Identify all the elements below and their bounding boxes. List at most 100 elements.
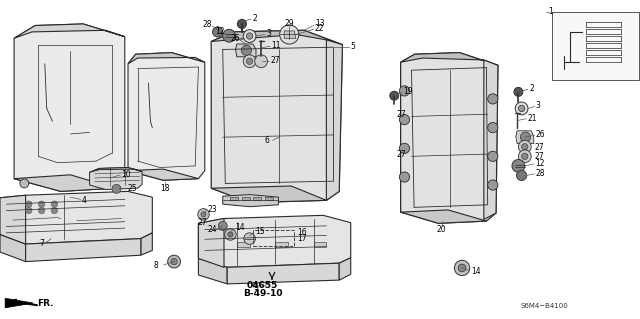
Polygon shape xyxy=(90,167,142,189)
Circle shape xyxy=(244,233,255,244)
Text: S6M4−B4100: S6M4−B4100 xyxy=(520,303,568,308)
Polygon shape xyxy=(90,167,142,172)
Polygon shape xyxy=(14,179,64,191)
Polygon shape xyxy=(211,30,342,203)
Circle shape xyxy=(38,201,45,207)
Polygon shape xyxy=(128,53,205,180)
Polygon shape xyxy=(339,258,351,280)
Text: 8: 8 xyxy=(154,261,158,270)
Polygon shape xyxy=(237,242,250,247)
Circle shape xyxy=(51,207,58,214)
Polygon shape xyxy=(0,195,26,244)
Circle shape xyxy=(399,143,410,153)
Text: 15: 15 xyxy=(255,227,264,236)
Polygon shape xyxy=(326,40,342,200)
Text: 04655: 04655 xyxy=(247,281,278,290)
Text: 12: 12 xyxy=(215,27,225,36)
Text: 2: 2 xyxy=(252,14,257,23)
Text: 25: 25 xyxy=(128,184,138,193)
Circle shape xyxy=(458,264,466,272)
Text: 21: 21 xyxy=(527,114,537,122)
Polygon shape xyxy=(401,53,498,223)
Text: 27: 27 xyxy=(396,150,406,159)
Text: B-49-10: B-49-10 xyxy=(243,289,282,298)
Polygon shape xyxy=(14,24,125,38)
Circle shape xyxy=(237,19,246,28)
Circle shape xyxy=(399,115,410,125)
Text: 27: 27 xyxy=(534,152,544,161)
Polygon shape xyxy=(314,242,326,247)
Circle shape xyxy=(26,201,32,207)
Polygon shape xyxy=(26,239,141,262)
Circle shape xyxy=(243,30,256,42)
Polygon shape xyxy=(128,53,205,64)
Text: 14: 14 xyxy=(236,223,245,232)
Text: 27: 27 xyxy=(534,143,544,152)
Bar xyxy=(253,230,294,246)
Text: FR.: FR. xyxy=(37,299,54,308)
Polygon shape xyxy=(5,298,33,308)
Text: 10: 10 xyxy=(122,170,131,179)
Circle shape xyxy=(38,207,45,214)
Circle shape xyxy=(522,144,528,150)
Circle shape xyxy=(520,132,531,142)
Text: 18: 18 xyxy=(160,184,170,193)
Polygon shape xyxy=(227,263,339,284)
Polygon shape xyxy=(223,195,278,207)
Circle shape xyxy=(390,91,399,100)
Circle shape xyxy=(212,27,223,37)
Text: 19: 19 xyxy=(403,87,413,96)
Text: 12: 12 xyxy=(535,159,545,168)
Text: 24: 24 xyxy=(208,225,218,234)
Circle shape xyxy=(171,258,177,265)
Text: 11: 11 xyxy=(271,41,281,50)
Polygon shape xyxy=(198,219,224,267)
Circle shape xyxy=(26,207,32,214)
Text: 6: 6 xyxy=(265,137,270,145)
Polygon shape xyxy=(211,186,326,203)
Circle shape xyxy=(20,179,29,188)
Circle shape xyxy=(488,94,498,104)
Circle shape xyxy=(243,55,256,68)
Text: 1: 1 xyxy=(548,7,552,16)
Text: 4: 4 xyxy=(82,196,87,204)
Circle shape xyxy=(488,122,498,133)
Text: 26: 26 xyxy=(536,130,545,139)
Circle shape xyxy=(51,201,58,207)
Circle shape xyxy=(228,232,233,237)
Circle shape xyxy=(280,25,299,44)
Polygon shape xyxy=(265,197,273,200)
Text: 27: 27 xyxy=(396,110,406,119)
Polygon shape xyxy=(14,24,125,191)
Text: 27: 27 xyxy=(270,56,280,65)
Circle shape xyxy=(518,150,531,163)
Polygon shape xyxy=(275,242,288,247)
Text: 28: 28 xyxy=(202,20,212,29)
Polygon shape xyxy=(211,30,342,45)
Polygon shape xyxy=(0,191,152,244)
Circle shape xyxy=(512,160,525,172)
Polygon shape xyxy=(128,169,198,180)
Circle shape xyxy=(518,105,525,112)
Text: 9: 9 xyxy=(253,283,259,292)
Circle shape xyxy=(246,58,253,64)
Text: 20: 20 xyxy=(436,225,446,234)
Circle shape xyxy=(399,172,410,182)
Circle shape xyxy=(223,29,236,42)
Circle shape xyxy=(514,87,523,96)
Circle shape xyxy=(198,209,209,220)
Circle shape xyxy=(516,170,527,181)
Circle shape xyxy=(518,140,531,153)
Circle shape xyxy=(255,55,268,68)
Polygon shape xyxy=(484,60,498,219)
Circle shape xyxy=(515,102,528,115)
Text: 27: 27 xyxy=(197,218,207,227)
Circle shape xyxy=(225,229,236,240)
Circle shape xyxy=(522,153,528,160)
Text: 29: 29 xyxy=(285,19,294,28)
Polygon shape xyxy=(14,175,115,191)
Polygon shape xyxy=(198,215,351,267)
Circle shape xyxy=(454,260,470,276)
Text: 3: 3 xyxy=(266,29,271,38)
Polygon shape xyxy=(516,131,534,144)
